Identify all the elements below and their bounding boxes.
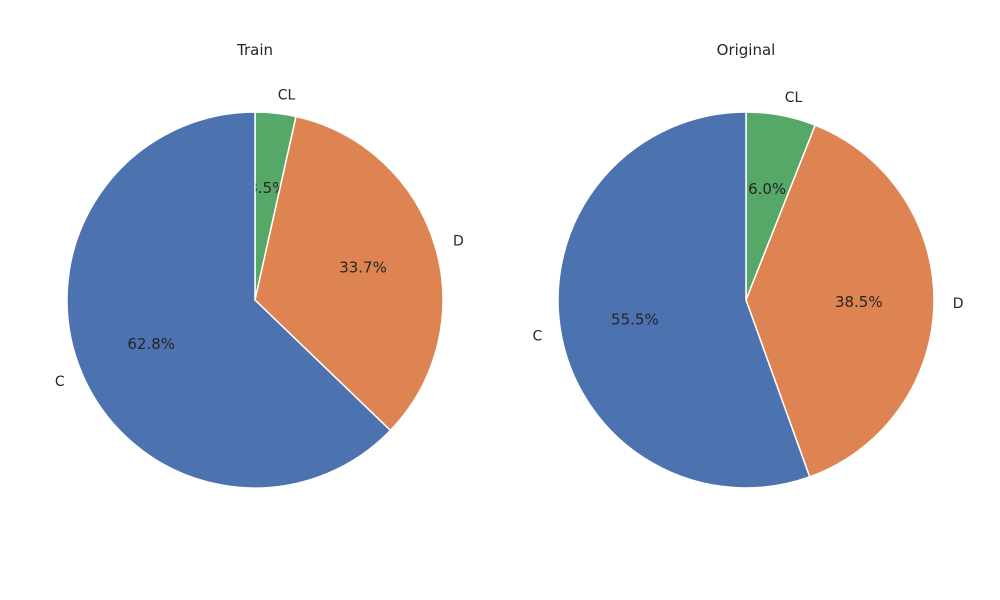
chart-title: Original xyxy=(717,41,776,59)
slice-percent-label: 55.5% xyxy=(611,310,659,328)
slice-category-label: CL xyxy=(278,87,296,103)
slice-percent-label: 62.8% xyxy=(127,335,175,353)
slice-category-label: D xyxy=(953,296,964,312)
slice-percent-label: 3.5% xyxy=(248,179,286,197)
slice-category-label: C xyxy=(55,374,65,390)
pie-slice-d xyxy=(745,124,935,478)
pie-chart-1: Train CL 3.5% D 33.7% C 62.8% xyxy=(55,41,464,489)
slice-category-label: C xyxy=(532,329,542,345)
pie-slice-d xyxy=(254,115,444,432)
chart-title: Train xyxy=(236,41,273,59)
slice-percent-label: 38.5% xyxy=(835,293,883,311)
pie-slice-c xyxy=(557,111,811,489)
pie-chart-2: Original CL 6.0% D 38.5% C 55.5% xyxy=(532,41,964,489)
pie-slice-c xyxy=(66,111,392,489)
slice-category-label: CL xyxy=(785,90,803,106)
slice-percent-label: 33.7% xyxy=(339,259,387,277)
slice-percent-label: 6.0% xyxy=(748,180,786,198)
slice-category-label: D xyxy=(453,233,464,249)
